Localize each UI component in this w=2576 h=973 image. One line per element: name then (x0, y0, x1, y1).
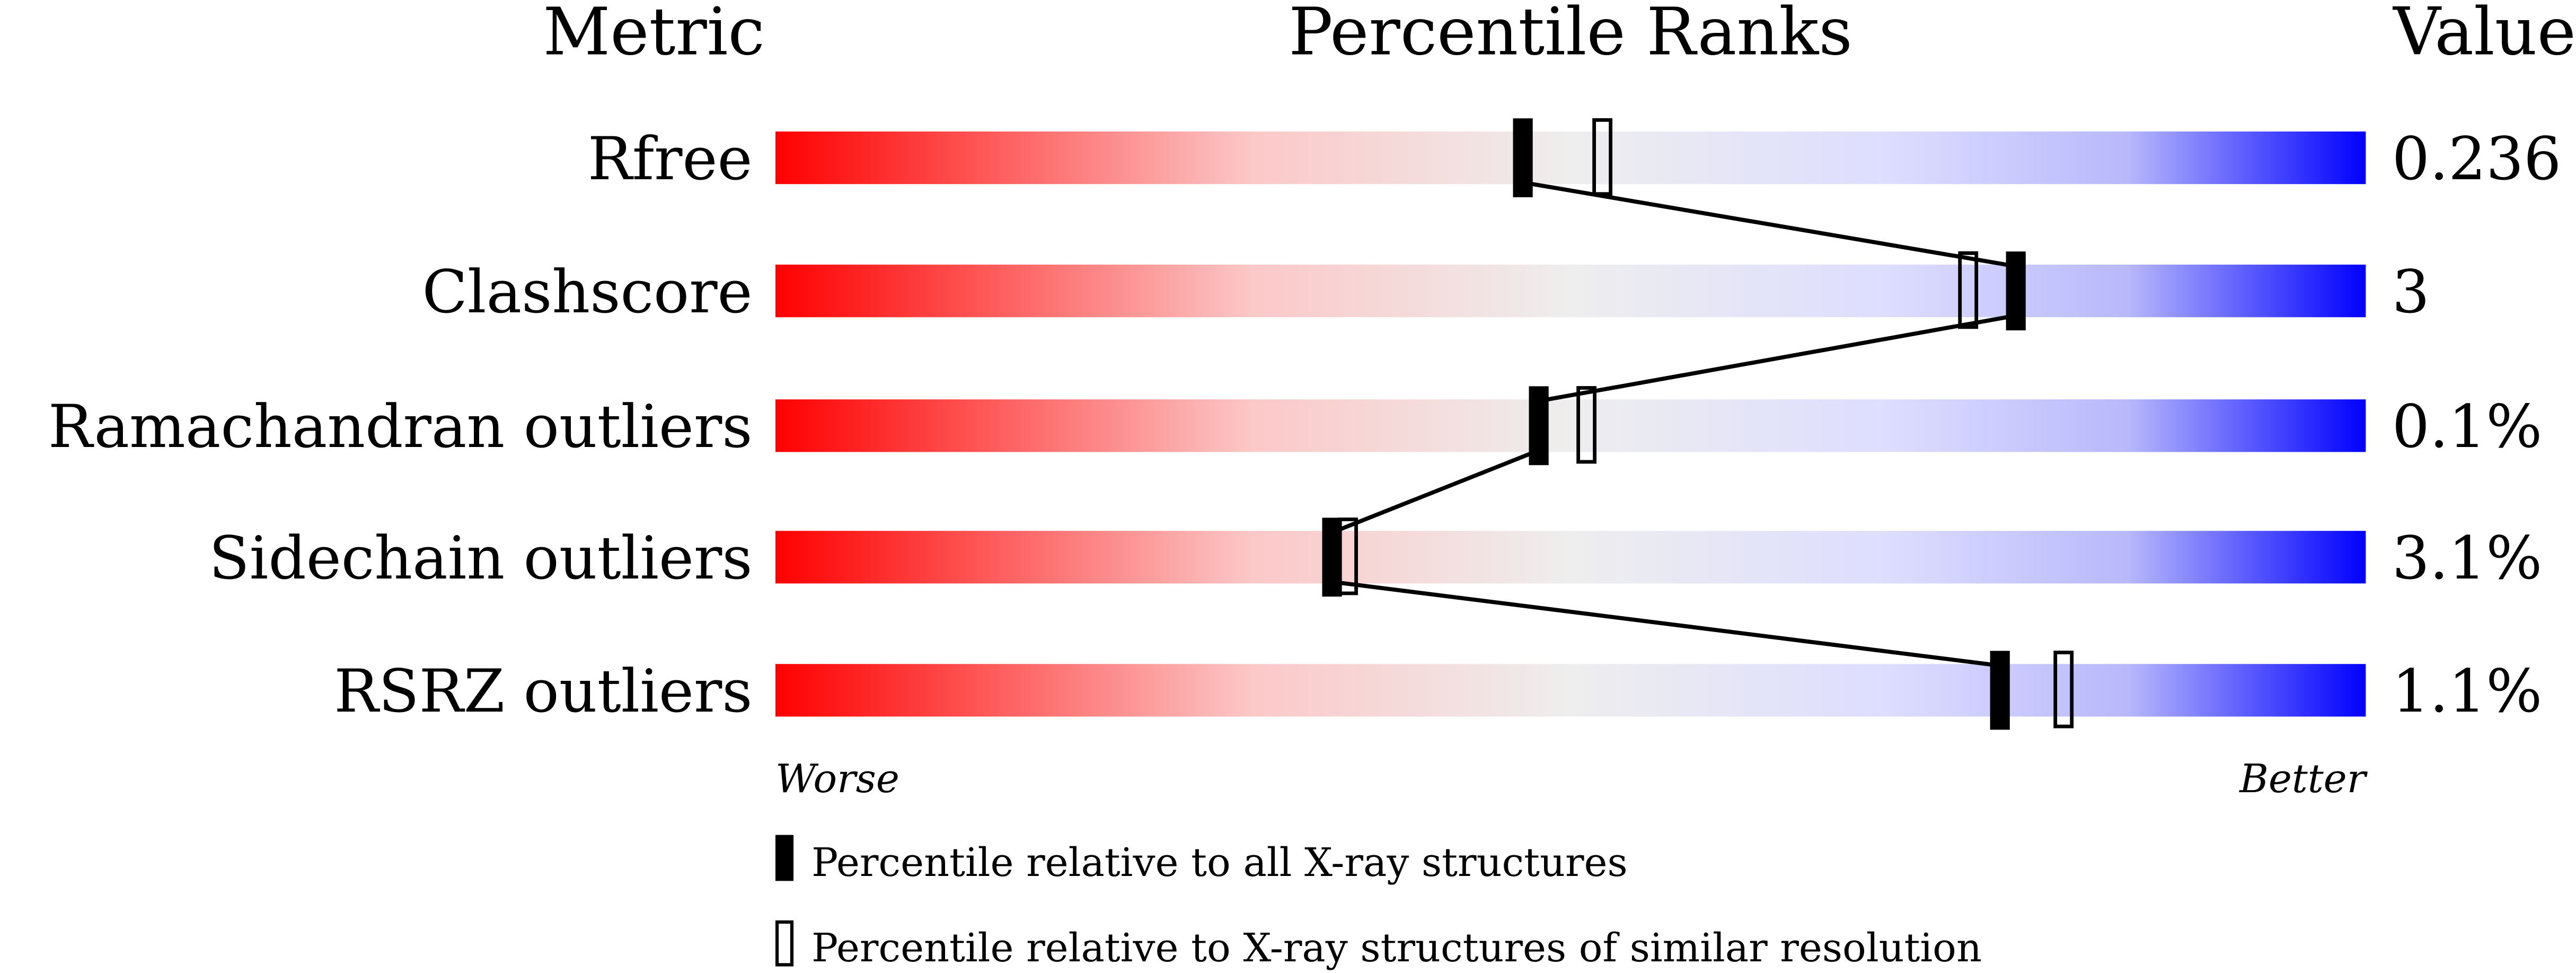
marker-similar-resolution (2053, 651, 2074, 729)
marker-similar-resolution (1576, 386, 1597, 464)
percentile-bar (775, 664, 2366, 717)
marker-all-structures (1322, 518, 1342, 597)
legend-open-marker-icon (775, 920, 794, 967)
metric-value: 0.1% (2392, 392, 2542, 461)
metric-label: Ramachandran outliers (48, 392, 753, 461)
metric-label: Rfree (588, 125, 753, 194)
marker-similar-resolution (1592, 118, 1613, 196)
connector-line (1538, 313, 2016, 404)
percentile-bar (775, 399, 2366, 452)
header-metric: Metric (543, 0, 764, 70)
marker-all-structures (1529, 386, 1549, 466)
percentile-bar (775, 265, 2366, 318)
legend-all-structures: Percentile relative to all X-ray structu… (811, 839, 1628, 886)
metric-value: 3 (2392, 258, 2430, 327)
marker-all-structures (1990, 651, 2010, 730)
connector-line (1331, 580, 2000, 668)
legend-similar-resolution: Percentile relative to X-ray structures … (811, 925, 1982, 971)
axis-label-worse: Worse (775, 756, 899, 802)
marker-all-structures (1513, 118, 1533, 197)
metric-label: Sidechain outliers (209, 524, 752, 593)
header-percentile-ranks: Percentile Ranks (1289, 0, 1852, 70)
marker-similar-resolution (1958, 251, 1979, 329)
header-value: Value (2392, 0, 2576, 70)
connector-line (1522, 180, 2016, 268)
percentile-bar (775, 132, 2366, 185)
metric-value: 3.1% (2392, 524, 2542, 593)
axis-label-better: Better (2238, 756, 2368, 802)
metric-label: RSRZ outliers (334, 657, 752, 726)
metric-label: Clashscore (422, 258, 753, 327)
connector-line (1331, 448, 1540, 534)
legend-filled-marker-icon (775, 835, 794, 881)
marker-all-structures (2006, 251, 2026, 331)
metric-value: 0.236 (2392, 125, 2561, 194)
percentile-bar (775, 531, 2366, 584)
metric-value: 1.1% (2392, 657, 2542, 726)
